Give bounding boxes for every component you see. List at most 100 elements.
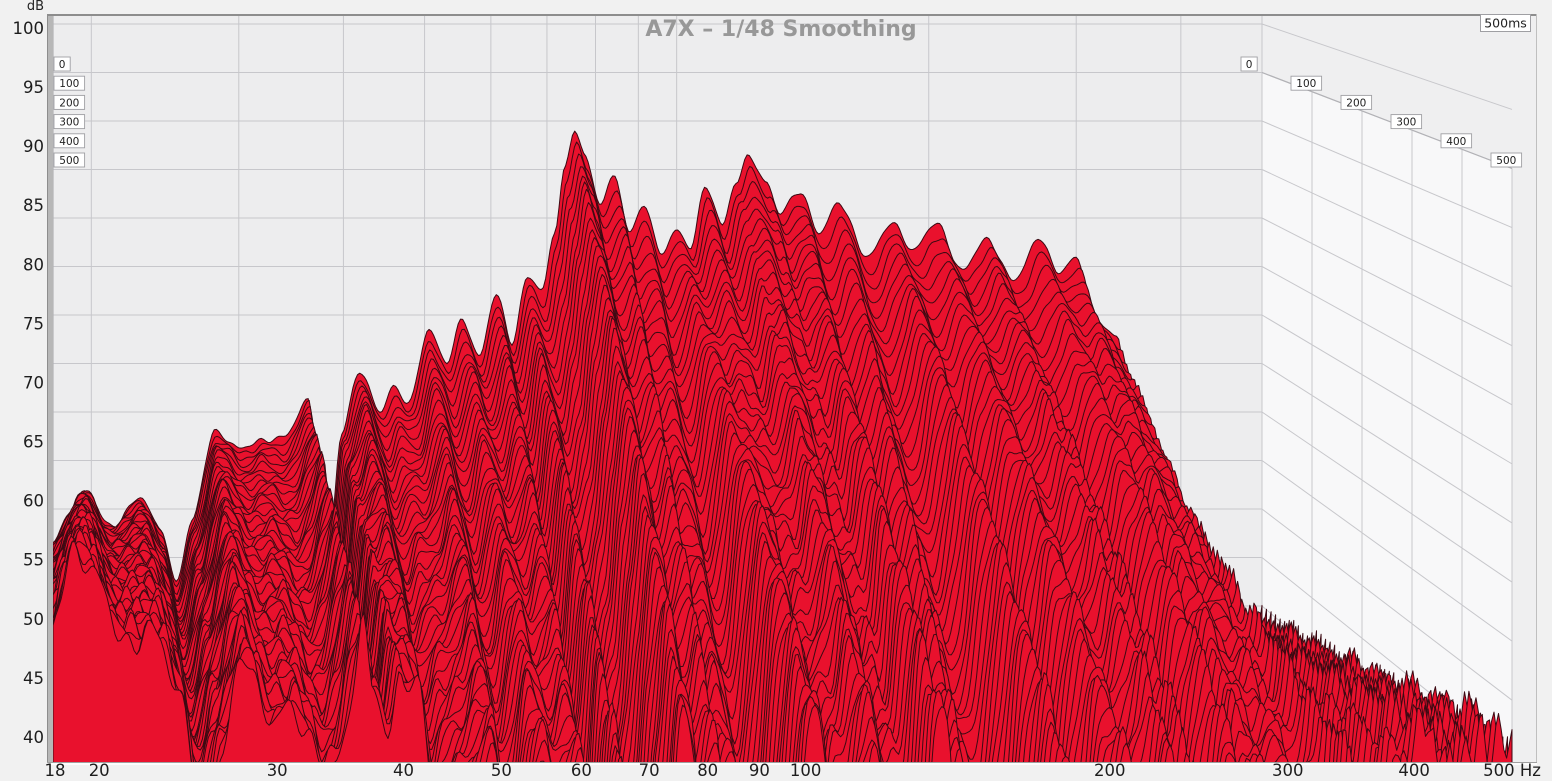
time-tick-box-left: [53, 133, 86, 149]
time-tick-box-left: [53, 152, 86, 168]
time-tick-box-left: [53, 114, 86, 130]
freq-tick-label: 50: [491, 761, 512, 780]
db-axis-unit-label: dB: [27, 0, 44, 14]
waterfall-slice-outline: [52, 188, 1290, 679]
time-tick-box-right-label: 400: [1446, 136, 1466, 148]
time-axis-max-badge: 500ms: [1480, 14, 1531, 32]
db-tick-label: 100: [13, 19, 45, 38]
time-tick-box-left-label: 400: [59, 136, 79, 148]
time-tick-box-left-label: 0: [59, 59, 66, 71]
waterfall-slice-outline: [52, 456, 1413, 762]
time-tick-box-left-label: 100: [59, 78, 79, 90]
freq-tick-label: 400: [1398, 761, 1430, 780]
db-tick-label: 75: [23, 314, 44, 333]
waterfall-slice-outline: [52, 202, 1295, 683]
db-tick-label: 50: [23, 610, 44, 629]
freq-tick-label: 300: [1272, 761, 1304, 780]
waterfall-slice-outline: [52, 130, 1263, 655]
time-tick-box-left: [53, 56, 71, 72]
time-tick-box-left-label: 300: [59, 117, 79, 129]
time-tick-box-right: [1390, 114, 1423, 130]
waterfall-slice-outline: [52, 540, 1513, 762]
waterfall-slice-outline: [52, 297, 1336, 720]
waterfall-slice-outline: [52, 229, 1304, 691]
freq-tick-label: 100: [790, 761, 822, 780]
time-tick-box-right-label: 300: [1396, 117, 1416, 129]
panel-bezel: [47, 14, 1537, 765]
freq-tick-label: 18: [45, 761, 66, 780]
waterfall-slice-outline: [52, 181, 1286, 676]
waterfall-slice-outline: [52, 266, 1322, 708]
db-gridline-rightwall: [1261, 411, 1513, 583]
db-gridline-rightwall: [1261, 169, 1513, 288]
db-tick-label: 45: [23, 669, 44, 688]
db-gridline-rightwall: [1261, 23, 1513, 110]
waterfall-slice-outline: [52, 245, 1313, 700]
bezel-left: [47, 14, 53, 762]
time-tick-box-left-label: 500: [59, 155, 79, 167]
freq-tick-label: 200: [1094, 761, 1126, 780]
waterfall-slice-outline: [52, 284, 1331, 716]
time-tick-box-right-label: 100: [1296, 78, 1316, 90]
db-gridline-rightwall: [1261, 266, 1513, 406]
db-tick-label: 70: [23, 374, 44, 393]
waterfall-slice-outline: [52, 317, 1349, 732]
time-tick-box-right-label: 200: [1346, 97, 1366, 109]
time-tick-box-left: [53, 94, 86, 110]
time-tick-box-right-label: 500: [1496, 155, 1516, 167]
time-axis-max-label: 500ms: [1484, 16, 1527, 31]
db-tick-label: 40: [23, 728, 44, 747]
freq-tick-label: 90: [749, 761, 770, 780]
freq-tick-label: 20: [89, 761, 110, 780]
waterfall-slice-outline: [52, 153, 1272, 664]
db-tick-label: 90: [23, 137, 44, 156]
time-tick-box-right: [1490, 152, 1523, 168]
waterfall-slice-fill: [53, 541, 1512, 762]
waterfall-slice-outline: [52, 166, 1277, 668]
waterfall-slice-outline: [52, 255, 1317, 704]
right-wall: [1262, 72, 1512, 762]
waterfall-slice-outline: [52, 540, 1481, 762]
db-gridline-rightwall: [1261, 460, 1513, 642]
time-tick-box-left-label: 200: [59, 97, 79, 109]
db-gridline-rightwall: [1261, 217, 1513, 347]
time-tick-box-left: [53, 75, 86, 91]
freq-tick-label: 30: [267, 761, 288, 780]
time-tick-box-right-label: 0: [1246, 59, 1253, 71]
db-gridline-rightwall: [1261, 314, 1513, 465]
db-gridline-rightwall: [1261, 120, 1513, 229]
time-tick-box-right: [1440, 133, 1473, 149]
time-tick-box-right: [1240, 56, 1258, 72]
db-tick-label: 60: [23, 492, 44, 511]
db-gridline-rightwall: [1261, 363, 1513, 524]
time-tick-box-right: [1290, 75, 1323, 91]
db-tick-label: 80: [23, 255, 44, 274]
freq-tick-label: 40: [393, 761, 414, 780]
db-tick-label: 55: [23, 551, 44, 570]
freq-tick-label: 500 Hz: [1483, 761, 1541, 780]
waterfall-slice-outline: [52, 327, 1354, 736]
freq-tick-label: 70: [639, 761, 660, 780]
waterfall-slice-outline: [52, 541, 1508, 762]
time-tick-box-right: [1340, 94, 1373, 110]
waterfall-slice-outline: [52, 175, 1281, 672]
time-axis-tick-boxes: 0 0 100 100 200 200 300 300 400 400 500 500: [53, 56, 1523, 168]
freq-tick-label: 60: [571, 761, 592, 780]
waterfall-slice-outline: [52, 528, 1499, 762]
chart-title: A7X – 1/48 Smoothing: [645, 17, 916, 42]
waterfall-slice-outline: [52, 541, 1504, 762]
db-gridline-rightwall: [1261, 508, 1513, 701]
db-tick-label: 65: [23, 433, 44, 452]
waterfall-slice-outline: [52, 217, 1299, 687]
waterfall-slice-outline: [52, 274, 1327, 712]
waterfall-slice-outline: [52, 141, 1267, 660]
waterfall-slice-outline: [52, 531, 1477, 762]
waterfall-slices: [52, 130, 1513, 762]
db-tick-label: 95: [23, 78, 44, 97]
freq-tick-label: 80: [697, 761, 718, 780]
waterfall-slice-outline: [52, 309, 1340, 724]
db-tick-label: 85: [23, 196, 44, 215]
